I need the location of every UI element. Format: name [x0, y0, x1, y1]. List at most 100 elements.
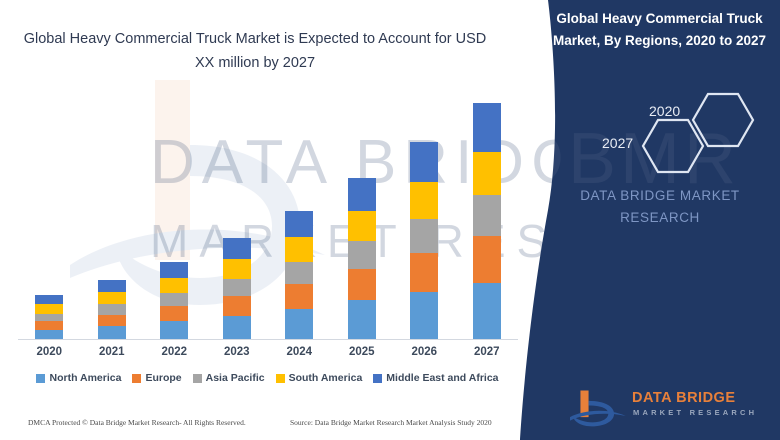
bar-segment[interactable]	[347, 241, 376, 269]
bar-segment[interactable]	[160, 321, 189, 339]
x-axis-line	[18, 339, 518, 340]
panel-title: Global Heavy Commercial Truck Market, By…	[552, 11, 767, 48]
bar-segment[interactable]	[285, 283, 314, 309]
stacked-bar[interactable]	[347, 178, 376, 339]
bar-segment[interactable]	[222, 295, 251, 316]
stacked-bar[interactable]	[285, 211, 314, 339]
chart-legend: North America Europe Asia Pacific South Ame…	[10, 372, 525, 384]
legend-item[interactable]: North America	[36, 372, 121, 384]
bar-segment[interactable]	[472, 282, 501, 339]
bar-segment[interactable]	[97, 304, 126, 315]
legend-item[interactable]: Middle East and Africa	[373, 372, 499, 384]
bar-segment[interactable]	[285, 308, 314, 339]
right-panel: DBMR Global Heavy Commercial Truck Marke…	[520, 0, 780, 440]
bar-segment[interactable]	[35, 329, 64, 339]
bar-segment[interactable]	[472, 195, 501, 236]
x-axis-label-2025: 2025	[348, 346, 375, 358]
bar-segment[interactable]	[222, 238, 251, 260]
bar-column-2023	[206, 100, 268, 339]
bar-segment[interactable]	[410, 218, 439, 253]
bar-segment[interactable]	[97, 292, 126, 305]
bar-segment[interactable]	[285, 237, 314, 262]
panel-brand-line2: RESEARCH	[620, 210, 700, 226]
bar-segment[interactable]	[347, 211, 376, 242]
bar-segment[interactable]	[97, 279, 126, 293]
x-axis-label-2020: 2020	[36, 346, 63, 358]
legend-item[interactable]: Asia Pacific	[192, 372, 265, 384]
panel-brand-text: DATA BRIDGE MARKET RESEARCH	[555, 185, 765, 230]
x-axis-label-2022: 2022	[161, 346, 188, 358]
chart-plot-area	[18, 100, 518, 340]
bar-segment[interactable]	[472, 235, 501, 283]
legend-label: Asia Pacific	[205, 372, 265, 384]
bar-column-2021	[81, 100, 143, 339]
panel-background-shape	[520, 0, 780, 440]
legend-swatch-icon	[132, 373, 142, 383]
bar-segment[interactable]	[410, 141, 439, 183]
legend-swatch-icon	[192, 373, 202, 383]
legend-swatch-icon	[275, 373, 285, 383]
stacked-bar[interactable]	[222, 238, 251, 339]
bar-segment[interactable]	[410, 252, 439, 292]
bar-segment[interactable]	[35, 313, 64, 322]
bar-column-2025	[331, 100, 393, 339]
legend-label: Middle East and Africa	[386, 372, 499, 384]
x-axis-label-2027: 2027	[473, 346, 500, 358]
bar-segment[interactable]	[347, 300, 376, 339]
bar-segment[interactable]	[347, 268, 376, 301]
hexagon-badge-2020-label: 2020	[649, 103, 681, 119]
bar-segment[interactable]	[160, 277, 189, 293]
x-axis-label-2021: 2021	[98, 346, 125, 358]
bar-segment[interactable]	[285, 261, 314, 284]
hexagon-2027-shape	[641, 118, 705, 174]
page-title: Global Heavy Commercial Truck Market is …	[23, 31, 487, 71]
stacked-bar[interactable]	[160, 261, 189, 339]
stacked-bar[interactable]	[410, 141, 439, 339]
footer-source: Source: Data Bridge Market Research Mark…	[290, 418, 492, 427]
bar-segment[interactable]	[410, 182, 439, 219]
x-axis-label-2024: 2024	[286, 346, 313, 358]
bar-segment[interactable]	[160, 261, 189, 278]
footer-copyright: DMCA Protected © Data Bridge Market Rese…	[28, 418, 246, 427]
bar-segment[interactable]	[222, 259, 251, 279]
legend-item[interactable]: South America	[275, 372, 362, 384]
bar-segment[interactable]	[222, 278, 251, 296]
stacked-bar[interactable]	[97, 279, 126, 339]
bar-column-2026	[393, 100, 455, 339]
legend-label: North America	[49, 372, 122, 384]
bar-segment[interactable]	[472, 103, 501, 152]
bar-column-2027	[456, 100, 518, 339]
hexagon-2020-shape	[691, 92, 755, 148]
bar-column-2020	[18, 100, 80, 339]
brand-logo-text-secondary: MARKET RESEARCH	[633, 408, 758, 417]
stacked-bar[interactable]	[35, 294, 64, 339]
hexagon-badge-2027-label: 2027	[602, 135, 634, 151]
bar-segment[interactable]	[97, 314, 126, 326]
x-axis-label-2026: 2026	[411, 346, 438, 358]
bar-segment[interactable]	[35, 304, 64, 314]
legend-label: Europe	[145, 372, 182, 384]
stacked-bar[interactable]	[472, 103, 501, 339]
bar-segment[interactable]	[347, 178, 376, 212]
bar-column-2022	[143, 100, 205, 339]
brand-logo: DATA BRIDGE MARKET RESEARCH	[570, 388, 770, 432]
bar-segment[interactable]	[222, 315, 251, 339]
legend-item[interactable]: Europe	[132, 372, 182, 384]
stacked-bar-group	[18, 100, 518, 339]
bar-segment[interactable]	[97, 325, 126, 339]
bar-segment[interactable]	[160, 292, 189, 307]
bar-column-2024	[268, 100, 330, 339]
x-axis-labels: 2020 2021 2022 2023 2024 2025 2026 2027	[18, 346, 518, 358]
bar-segment[interactable]	[472, 151, 501, 196]
bar-segment[interactable]	[410, 292, 439, 339]
panel-brand-line1: DATA BRIDGE MARKET	[580, 188, 740, 203]
brand-logo-text-primary: DATA BRIDGE	[632, 390, 736, 406]
x-axis-label-2023: 2023	[223, 346, 250, 358]
bar-segment[interactable]	[35, 294, 64, 305]
bar-segment[interactable]	[35, 321, 64, 330]
bar-segment[interactable]	[160, 306, 189, 322]
bar-segment[interactable]	[285, 211, 314, 238]
hexagon-badges	[580, 90, 770, 180]
legend-swatch-icon	[373, 373, 383, 383]
